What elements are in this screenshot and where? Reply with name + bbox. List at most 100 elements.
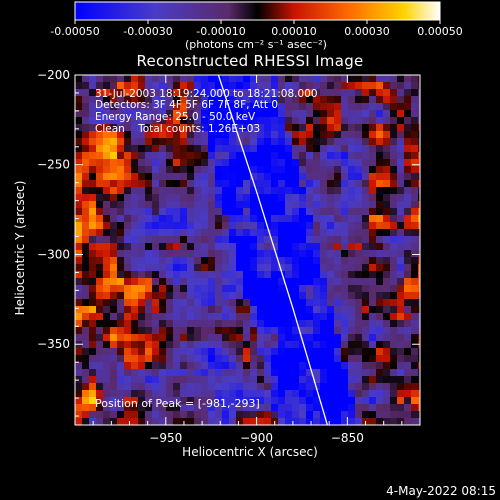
- heatmap-cell: [194, 390, 201, 397]
- heatmap-cell: [369, 411, 376, 418]
- heatmap-cell: [152, 243, 159, 250]
- heatmap-cell: [75, 327, 82, 334]
- heatmap-cell: [131, 334, 138, 341]
- heatmap-cell: [271, 187, 278, 194]
- heatmap-cell: [397, 327, 404, 334]
- heatmap-cell: [299, 376, 306, 383]
- heatmap-cell: [89, 75, 96, 82]
- heatmap-cell: [411, 173, 418, 180]
- heatmap-cell: [180, 348, 187, 355]
- heatmap-cell: [334, 404, 341, 411]
- heatmap-cell: [180, 299, 187, 306]
- heatmap-cell: [355, 215, 362, 222]
- heatmap-cell: [96, 299, 103, 306]
- heatmap-cell: [292, 327, 299, 334]
- heatmap-cell: [243, 376, 250, 383]
- heatmap-cell: [96, 117, 103, 124]
- heatmap-cell: [404, 103, 411, 110]
- heatmap-cell: [159, 187, 166, 194]
- heatmap-cell: [313, 243, 320, 250]
- heatmap-cell: [187, 194, 194, 201]
- heatmap-cell: [313, 138, 320, 145]
- heatmap-cell: [411, 397, 418, 404]
- heatmap-cell: [201, 348, 208, 355]
- heatmap-cell: [201, 299, 208, 306]
- heatmap-cell: [131, 201, 138, 208]
- heatmap-cell: [187, 82, 194, 89]
- heatmap-cell: [180, 243, 187, 250]
- heatmap-cell: [208, 362, 215, 369]
- heatmap-cell: [355, 292, 362, 299]
- heatmap-cell: [411, 369, 418, 376]
- heatmap-cell: [117, 264, 124, 271]
- heatmap-cell: [159, 257, 166, 264]
- heatmap-cell: [299, 173, 306, 180]
- heatmap-cell: [96, 222, 103, 229]
- heatmap-cell: [397, 236, 404, 243]
- heatmap-cell: [278, 341, 285, 348]
- heatmap-cell: [327, 124, 334, 131]
- heatmap-cell: [173, 96, 180, 103]
- heatmap-cell: [103, 299, 110, 306]
- heatmap-cell: [145, 96, 152, 103]
- heatmap-cell: [159, 208, 166, 215]
- heatmap-cell: [75, 397, 82, 404]
- heatmap-cell: [89, 208, 96, 215]
- heatmap-cell: [138, 390, 145, 397]
- heatmap-cell: [411, 131, 418, 138]
- heatmap-cell: [75, 292, 82, 299]
- heatmap-cell: [334, 306, 341, 313]
- heatmap-cell: [124, 257, 131, 264]
- heatmap-cell: [341, 334, 348, 341]
- heatmap-cell: [145, 243, 152, 250]
- heatmap-cell: [341, 243, 348, 250]
- heatmap-cell: [404, 397, 411, 404]
- heatmap-cell: [152, 152, 159, 159]
- heatmap-cell: [334, 208, 341, 215]
- heatmap-cell: [236, 110, 243, 117]
- heatmap-cell: [145, 208, 152, 215]
- heatmap-cell: [348, 138, 355, 145]
- heatmap-cell: [138, 250, 145, 257]
- heatmap-cell: [383, 82, 390, 89]
- heatmap-cell: [299, 390, 306, 397]
- heatmap-cell: [236, 187, 243, 194]
- heatmap-cell: [138, 271, 145, 278]
- heatmap-cell: [355, 103, 362, 110]
- heatmap-cell: [369, 327, 376, 334]
- heatmap-cell: [208, 166, 215, 173]
- heatmap-cell: [390, 75, 397, 82]
- heatmap-cell: [96, 159, 103, 166]
- heatmap-cell: [166, 264, 173, 271]
- heatmap-cell: [320, 138, 327, 145]
- heatmap-cell: [299, 208, 306, 215]
- heatmap-cell: [201, 320, 208, 327]
- heatmap-cell: [397, 404, 404, 411]
- heatmap-cell: [222, 299, 229, 306]
- heatmap-cell: [257, 313, 264, 320]
- heatmap-cell: [299, 222, 306, 229]
- heatmap-cell: [194, 166, 201, 173]
- heatmap-cell: [383, 348, 390, 355]
- heatmap-cell: [306, 208, 313, 215]
- heatmap-cell: [327, 117, 334, 124]
- heatmap-cell: [306, 355, 313, 362]
- heatmap-cell: [215, 348, 222, 355]
- heatmap-cell: [397, 313, 404, 320]
- heatmap-cell: [285, 82, 292, 89]
- heatmap-cell: [194, 117, 201, 124]
- heatmap-cell: [376, 243, 383, 250]
- heatmap-cell: [75, 194, 82, 201]
- heatmap-cell: [117, 418, 124, 425]
- heatmap-cell: [313, 306, 320, 313]
- heatmap-cell: [313, 131, 320, 138]
- heatmap-cell: [215, 250, 222, 257]
- heatmap-cell: [257, 117, 264, 124]
- heatmap-cell: [159, 103, 166, 110]
- heatmap-cell: [117, 257, 124, 264]
- heatmap-cell: [306, 173, 313, 180]
- heatmap-cell: [96, 285, 103, 292]
- heatmap-cell: [250, 320, 257, 327]
- heatmap-cell: [355, 201, 362, 208]
- heatmap-cell: [411, 243, 418, 250]
